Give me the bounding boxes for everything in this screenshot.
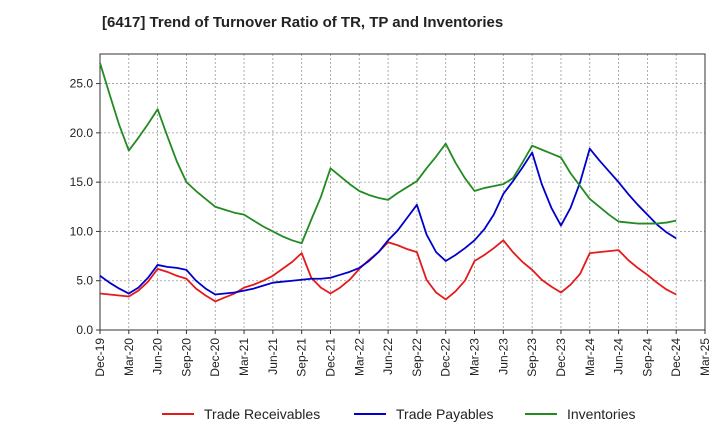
x-tick-label: Dec-20 xyxy=(208,338,222,377)
y-tick-label: 20.0 xyxy=(70,126,94,140)
series-line-inventories xyxy=(99,62,677,245)
legend-label-trade-receivables: Trade Receivables xyxy=(204,406,320,422)
x-tick-label: Mar-22 xyxy=(352,338,366,376)
legend: Trade Receivables Trade Payables Inventori… xyxy=(162,406,635,422)
x-tick-label: Sep-23 xyxy=(525,338,539,377)
y-tick-label: 10.0 xyxy=(70,224,94,238)
x-tick-label: Jun-21 xyxy=(266,338,280,375)
y-axis: 0.0 5.0 10.0 15.0 20.0 25.0 xyxy=(70,77,100,337)
x-tick-label: Dec-24 xyxy=(669,338,683,377)
plot-frame xyxy=(99,53,706,331)
x-tick-label: Mar-24 xyxy=(583,338,597,376)
chart-title: [6417] Trend of Turnover Ratio of TR, TP… xyxy=(102,14,504,31)
y-tick-label: 25.0 xyxy=(70,77,94,91)
x-tick-label: Sep-22 xyxy=(410,338,424,377)
x-tick-label: Dec-21 xyxy=(323,338,337,377)
x-tick-label: Dec-23 xyxy=(554,338,568,377)
x-tick-label: Dec-22 xyxy=(439,338,453,377)
x-tick-label: Mar-23 xyxy=(468,338,482,376)
x-tick-label: Dec-19 xyxy=(93,338,107,377)
x-axis: Dec-19 Mar-20 Jun-20 Sep-20 Dec-20 Mar-21 Jun-… xyxy=(93,330,712,377)
x-tick-label: Jun-22 xyxy=(381,338,395,375)
series-lines xyxy=(99,62,677,303)
legend-label-inventories: Inventories xyxy=(567,406,635,422)
x-tick-label: Jun-20 xyxy=(151,338,165,375)
x-tick-label: Sep-24 xyxy=(640,338,654,377)
series-line-trade-receivables xyxy=(99,239,677,303)
series-line-trade-payables xyxy=(99,147,677,296)
x-tick-label: Jun-24 xyxy=(612,338,626,375)
x-tick-label: Jun-23 xyxy=(496,338,510,375)
x-tick-label: Sep-20 xyxy=(179,338,193,377)
y-tick-label: 0.0 xyxy=(76,323,93,337)
plot-area xyxy=(100,54,705,330)
y-tick-label: 15.0 xyxy=(70,175,94,189)
legend-label-trade-payables: Trade Payables xyxy=(396,406,494,422)
x-tick-label: Sep-21 xyxy=(295,338,309,377)
x-tick-label: Mar-25 xyxy=(698,338,712,376)
x-tick-label: Mar-21 xyxy=(237,338,251,376)
y-tick-label: 5.0 xyxy=(76,274,93,288)
x-tick-label: Mar-20 xyxy=(122,338,136,376)
